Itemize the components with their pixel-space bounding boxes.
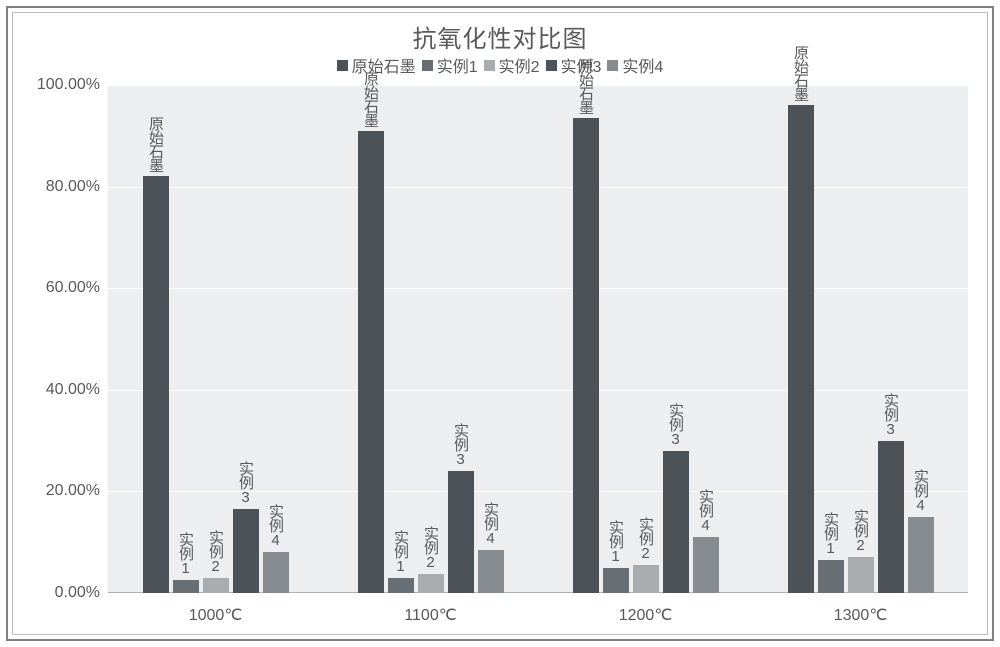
grid-line <box>108 187 968 188</box>
bar <box>848 557 874 593</box>
bar-label: 实例3 <box>453 423 468 467</box>
grid-line <box>108 593 968 594</box>
y-tick-label: 80.00% <box>46 178 100 196</box>
bar-label: 原始石墨 <box>363 71 378 127</box>
bar-label: 实例2 <box>423 526 438 570</box>
bar <box>233 509 259 593</box>
bar-label: 实例1 <box>823 512 838 556</box>
bar-label: 实例4 <box>698 489 713 533</box>
y-tick-label: 20.00% <box>46 482 100 500</box>
plot-area: 0.00%20.00%40.00%60.00%80.00%100.00%1000… <box>108 85 968 593</box>
y-tick-label: 0.00% <box>55 584 100 602</box>
legend-item: 实例2 <box>484 53 540 77</box>
bar-label: 原始石墨 <box>148 116 163 172</box>
bar <box>663 451 689 593</box>
bar-label: 实例2 <box>638 517 653 561</box>
grid-line <box>108 390 968 391</box>
legend-item: 实例4 <box>607 53 663 77</box>
bar <box>143 176 169 593</box>
bar <box>478 550 504 593</box>
x-category-label: 1000℃ <box>189 605 243 625</box>
bar <box>388 578 414 593</box>
legend-swatch <box>607 60 618 71</box>
bar-label: 实例3 <box>883 393 898 437</box>
bar-label: 实例4 <box>913 469 928 513</box>
y-tick-label: 60.00% <box>46 279 100 297</box>
bar-label: 实例2 <box>853 509 868 553</box>
bar <box>908 517 934 593</box>
x-category-label: 1300℃ <box>834 605 888 625</box>
legend-swatch <box>337 60 348 71</box>
bar-label: 实例3 <box>238 461 253 505</box>
bar <box>203 578 229 593</box>
bar <box>818 560 844 593</box>
legend-swatch <box>546 60 557 71</box>
bar-label: 原始石墨 <box>793 45 808 101</box>
bar-label: 实例1 <box>393 530 408 574</box>
bar <box>603 568 629 593</box>
bar <box>173 580 199 593</box>
chart-title: 抗氧化性对比图 <box>13 19 987 54</box>
bar-label: 实例4 <box>268 504 283 548</box>
legend-swatch <box>422 60 433 71</box>
bar <box>448 471 474 593</box>
bar <box>418 574 444 593</box>
bar-label: 原始石墨 <box>578 58 593 114</box>
bar-label: 实例3 <box>668 403 683 447</box>
bar <box>633 565 659 593</box>
bar <box>788 105 814 593</box>
x-category-label: 1200℃ <box>619 605 673 625</box>
bar-label: 实例4 <box>483 502 498 546</box>
chart-container: 抗氧化性对比图 原始石墨实例1实例2实例3实例4 0.00%20.00%40.0… <box>12 12 988 635</box>
grid-line <box>108 85 968 86</box>
bar <box>878 441 904 593</box>
bar <box>573 118 599 593</box>
x-category-label: 1100℃ <box>404 605 456 625</box>
bar-label: 实例1 <box>178 532 193 576</box>
bar <box>263 552 289 593</box>
bar-label: 实例2 <box>208 530 223 574</box>
bar <box>358 131 384 593</box>
legend-item: 实例1 <box>422 53 478 77</box>
y-tick-label: 100.00% <box>37 76 100 94</box>
bar <box>693 537 719 593</box>
bar-label: 实例1 <box>608 520 623 564</box>
legend-label: 实例1 <box>437 53 478 77</box>
legend-label: 实例4 <box>622 53 663 77</box>
legend: 原始石墨实例1实例2实例3实例4 <box>13 53 987 77</box>
grid-line <box>108 288 968 289</box>
y-tick-label: 40.00% <box>46 381 100 399</box>
legend-label: 实例2 <box>499 53 540 77</box>
legend-swatch <box>484 60 495 71</box>
